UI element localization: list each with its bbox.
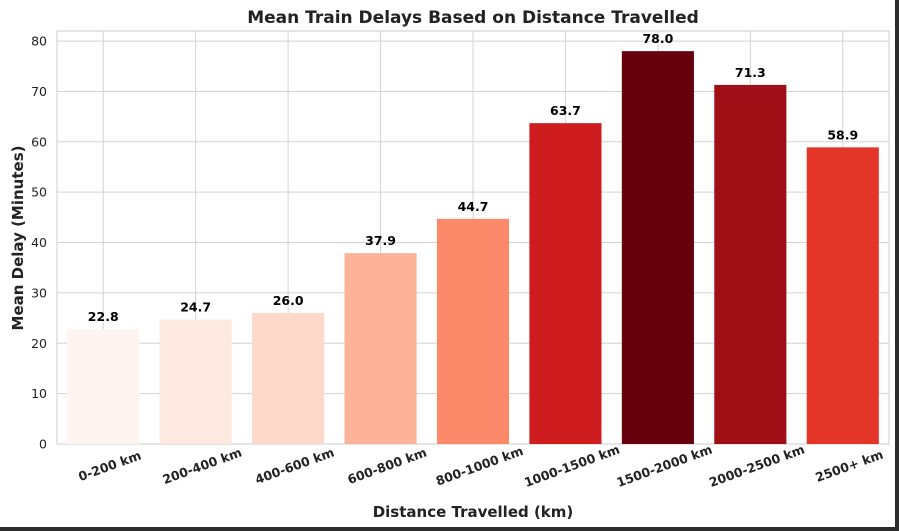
- x-tick-label: 400-600 km: [253, 445, 336, 488]
- data-label: 26.0: [273, 293, 304, 308]
- data-label: 22.8: [88, 309, 119, 324]
- bar: [621, 51, 694, 445]
- x-tick-label: 1500-2000 km: [615, 442, 715, 490]
- bar: [159, 319, 232, 444]
- y-tick-label: 10: [31, 386, 47, 401]
- bar: [436, 218, 510, 444]
- bar: [67, 329, 140, 444]
- y-tick-label: 50: [31, 185, 47, 200]
- x-tick-label: 600-800 km: [345, 445, 428, 488]
- y-axis-label: Mean Delay (Minutes): [9, 146, 27, 331]
- x-tick-label: 800-1000 km: [434, 443, 525, 488]
- x-tick-label: 0-200 km: [76, 447, 143, 484]
- y-tick-label: 80: [31, 34, 47, 49]
- data-label: 44.7: [458, 199, 489, 214]
- chart-title: Mean Train Delays Based on Distance Trav…: [247, 8, 699, 28]
- data-label: 24.7: [180, 300, 211, 315]
- y-tick-label: 70: [31, 84, 47, 99]
- y-tick-label: 40: [31, 235, 47, 250]
- y-tick-label: 0: [39, 437, 47, 452]
- data-label: 71.3: [735, 65, 766, 80]
- bar: [529, 123, 602, 445]
- y-tick-label: 60: [31, 134, 47, 149]
- bar: [714, 84, 787, 444]
- bar: [344, 253, 417, 444]
- y-tick-label: 30: [31, 285, 47, 300]
- bar: [252, 313, 325, 444]
- x-tick-label: 2000-2500 km: [707, 442, 807, 490]
- y-tick-label: 20: [31, 336, 47, 351]
- x-tick-label: 1000-1500 km: [522, 442, 622, 490]
- x-tick-label: 200-400 km: [161, 445, 244, 488]
- data-label: 37.9: [365, 233, 396, 248]
- x-tick-label: 2500+ km: [813, 447, 885, 485]
- data-label: 63.7: [550, 103, 581, 118]
- data-label: 78.0: [642, 31, 673, 46]
- x-axis-label: Distance Travelled (km): [373, 503, 574, 521]
- data-label: 58.9: [827, 127, 858, 142]
- bar: [806, 147, 879, 444]
